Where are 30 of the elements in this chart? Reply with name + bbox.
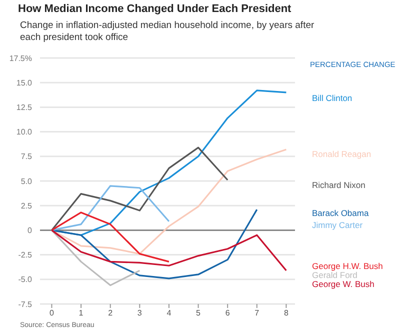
text: Bill Clinton	[312, 93, 352, 103]
text: Barack Obama	[312, 208, 369, 218]
x-tick-label: 2	[108, 308, 114, 318]
chart-title: How Median Income Changed Under Each President	[18, 3, 292, 15]
x-tick-label: 0	[50, 308, 54, 318]
x-tick-label: 6	[225, 308, 230, 318]
y-tick-label: 10.0	[16, 128, 33, 137]
y-tick-label: -5.0	[18, 275, 33, 284]
x-tick-label: 3	[137, 308, 142, 318]
y-tick-label: 0	[28, 226, 33, 236]
y-tick-label: 2.5	[20, 201, 33, 210]
text: Gerald Ford	[312, 270, 358, 280]
y-tick-label: 15.0	[16, 78, 33, 88]
y-tick-label: -7.5	[18, 300, 33, 309]
text: George W. Bush	[312, 279, 374, 289]
text: Jimmy Carter	[312, 220, 363, 230]
y-tick-label: 5.0	[20, 176, 33, 186]
y-tick-label: -2.5	[18, 250, 33, 260]
y-tick-label: 7.5	[20, 152, 33, 162]
text: Ronald Reagan	[312, 149, 372, 159]
chart-subtitle: Change in inflation-adjusted median household income, by years after each president took office	[20, 20, 316, 44]
x-tick-label: 5	[196, 308, 202, 318]
text: George H.W. Bush	[312, 261, 383, 271]
x-tick-label: 4	[166, 308, 172, 318]
x-tick-label: 1	[78, 308, 84, 318]
y-tick-label: 12.5	[16, 103, 33, 112]
x-tick-label: 7	[254, 308, 260, 318]
text: Richard Nixon	[312, 180, 366, 190]
y-tick-label: 17.5%	[9, 54, 32, 63]
x-tick-label: 8	[284, 308, 289, 318]
